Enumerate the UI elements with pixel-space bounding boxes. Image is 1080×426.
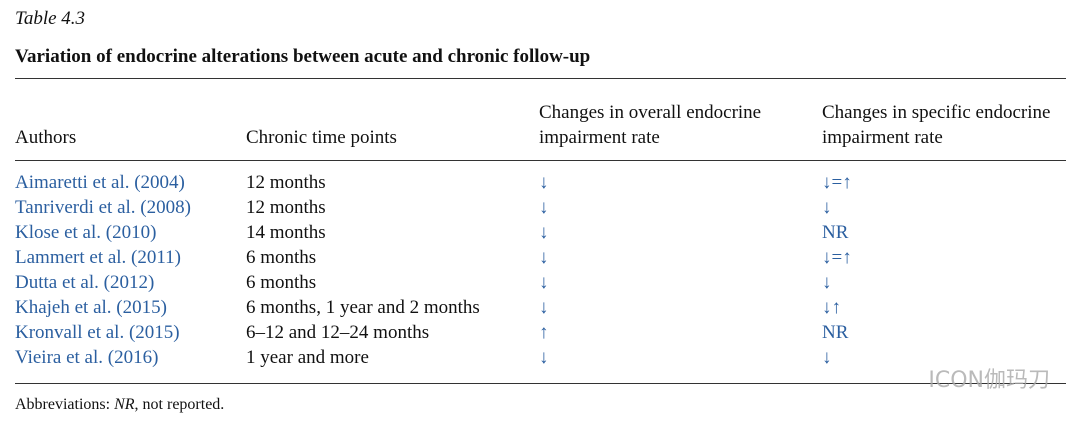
footnote-prefix: Abbreviations:: [15, 396, 111, 413]
table-cell: ↓: [822, 272, 832, 293]
header-line: Chronic time points: [246, 127, 397, 148]
table-cell: NR: [822, 222, 849, 243]
table-cell: ↓: [539, 197, 549, 218]
table-cell: 6 months: [246, 247, 317, 268]
table-cell: Vieira et al. (2016): [15, 347, 159, 368]
header-line: Changes in specific endocrine: [822, 102, 1051, 123]
table-cell: ↓: [539, 222, 549, 243]
header-line: impairment rate: [822, 127, 943, 148]
header-line: Authors: [15, 127, 77, 148]
table-cell: 6 months: [246, 272, 317, 293]
table-cell: Lammert et al. (2011): [15, 247, 182, 268]
table-cell: ↓: [822, 197, 832, 218]
column-header: Changes in specific endocrine impairment …: [822, 94, 1050, 150]
table-cell: Khajeh et al. (2015): [15, 297, 167, 318]
table-cell: NR: [822, 322, 849, 343]
table-cell: Tanriverdi et al. (2008): [15, 197, 191, 218]
table-cell: Dutta et al. (2012): [15, 272, 155, 293]
header-line: Changes in overall endocrine: [539, 102, 762, 123]
table-cell: ↓: [539, 172, 549, 193]
table-cell: ↑: [539, 322, 549, 343]
table-cell: 12 months: [246, 172, 326, 193]
bottom-rule: [15, 383, 1066, 384]
table-cell: 6–12 and 12–24 months: [246, 322, 430, 343]
table-cell: ↓: [822, 347, 832, 368]
watermark: ICON伽玛刀: [928, 368, 1050, 393]
table-cell: 14 months: [246, 222, 326, 243]
top-rule: [15, 78, 1066, 79]
table-cell: ↓: [539, 247, 549, 268]
table-cell: ↓: [539, 272, 549, 293]
footnote: Abbreviations: NR, not reported.: [15, 396, 224, 414]
header-rule: [15, 160, 1066, 161]
table-cell: ↓=↑: [822, 172, 852, 193]
table-caption: Variation of endocrine alterations betwe…: [15, 46, 591, 67]
header-line: impairment rate: [539, 127, 660, 148]
footnote-term: NR: [114, 396, 135, 413]
table-cell: Kronvall et al. (2015): [15, 322, 180, 343]
table-cell: ↓: [539, 297, 549, 318]
column-header: Chronic time points: [246, 94, 397, 150]
column-header: Authors: [15, 94, 76, 150]
table-cell: ↓=↑: [822, 247, 852, 268]
table-cell: ↓: [539, 347, 549, 368]
table-cell: 6 months, 1 year and 2 months: [246, 297, 480, 318]
table-cell: 1 year and more: [246, 347, 369, 368]
table-cell: Klose et al. (2010): [15, 222, 157, 243]
table-cell: ↓↑: [822, 297, 841, 318]
table-cell: Aimaretti et al. (2004): [15, 172, 185, 193]
footnote-definition: , not reported.: [134, 396, 225, 413]
table-cell: 12 months: [246, 197, 326, 218]
table-label: Table 4.3: [15, 8, 86, 29]
column-header: Changes in overall endocrine impairment r…: [539, 94, 761, 150]
